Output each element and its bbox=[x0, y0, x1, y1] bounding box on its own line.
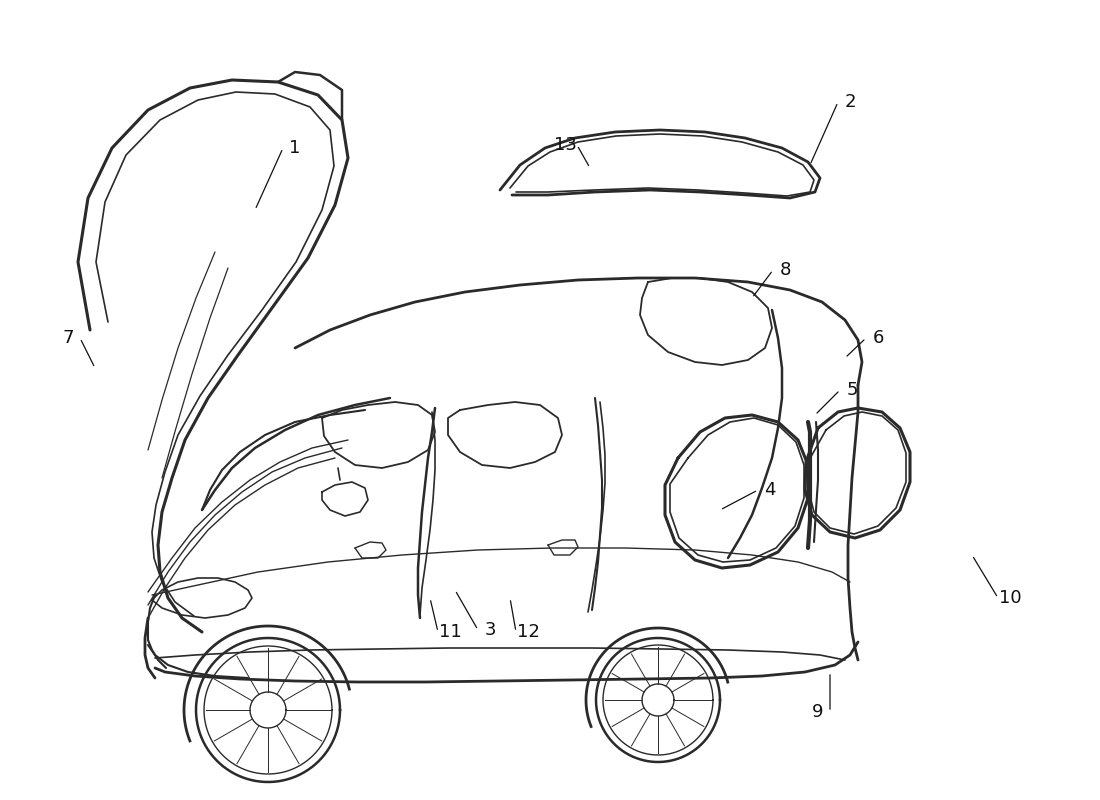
Text: 13: 13 bbox=[553, 136, 576, 154]
Text: 1: 1 bbox=[289, 139, 300, 157]
Text: 9: 9 bbox=[812, 703, 824, 721]
Text: 8: 8 bbox=[779, 261, 791, 279]
Text: 7: 7 bbox=[63, 329, 74, 347]
Text: 11: 11 bbox=[439, 623, 461, 641]
Text: 5: 5 bbox=[846, 381, 858, 399]
Text: 12: 12 bbox=[517, 623, 539, 641]
Text: 4: 4 bbox=[764, 481, 776, 499]
Text: 2: 2 bbox=[845, 93, 856, 111]
Text: 3: 3 bbox=[484, 621, 496, 639]
Text: 10: 10 bbox=[999, 589, 1021, 607]
Text: 6: 6 bbox=[872, 329, 883, 347]
